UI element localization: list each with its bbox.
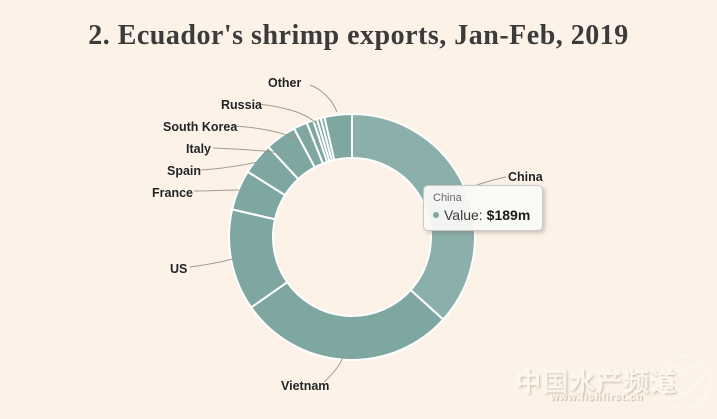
slice-label-china: China [508,170,543,184]
slice-label-russia: Russia [221,98,262,112]
slice-label-vietnam: Vietnam [281,379,330,393]
leader-line-russia [258,103,317,124]
tooltip: China Value: $189m [423,185,544,231]
slice-label-us: US [170,262,188,276]
chart-title: 2. Ecuador's shrimp exports, Jan-Feb, 20… [88,20,629,51]
leader-lines [189,84,507,383]
leader-line-us [189,258,234,268]
leader-line-other [309,84,338,113]
slice-label-spain: Spain [167,164,202,178]
slice-label-south-korea: South Korea [163,120,238,134]
leader-line-south-korea [232,125,299,141]
tooltip-series-name: China [433,192,462,204]
slice-label-france: France [152,186,193,200]
leader-line-vietnam [323,354,345,383]
tooltip-value: $189m [486,207,531,223]
pie-slice-china[interactable] [351,113,476,321]
pie-slice-vietnam[interactable] [250,281,445,361]
pie-slice-other[interactable] [323,112,353,162]
tooltip-value-label: Value: [444,207,483,223]
donut-slices [228,112,476,361]
slice-label-italy: Italy [186,142,212,156]
slice-label-other: Other [268,76,302,90]
leader-line-spain [199,161,259,171]
leader-line-italy [212,147,281,154]
tooltip-bullet-icon [433,212,439,218]
leader-line-france [193,189,240,192]
